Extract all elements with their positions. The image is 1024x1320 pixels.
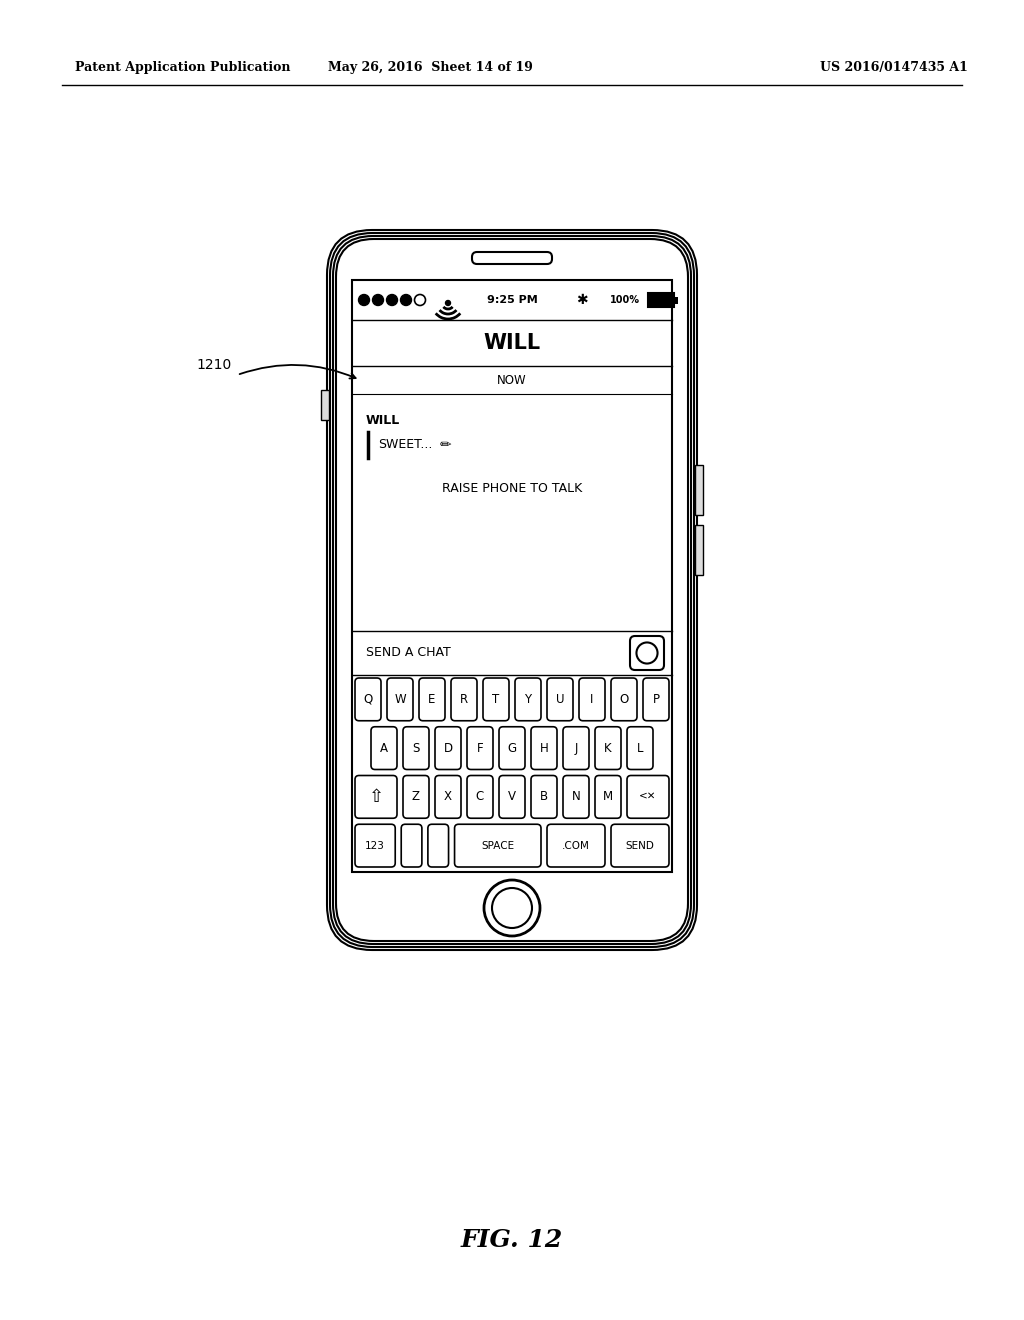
Circle shape: [415, 294, 426, 305]
Text: ✱: ✱: [577, 293, 588, 308]
Text: ✏: ✏: [440, 438, 452, 451]
Text: N: N: [571, 791, 581, 804]
Text: FIG. 12: FIG. 12: [461, 1228, 563, 1251]
Text: SEND: SEND: [626, 841, 654, 850]
FancyBboxPatch shape: [563, 727, 589, 770]
Text: WILL: WILL: [483, 333, 541, 352]
Circle shape: [484, 880, 540, 936]
Text: SEND A CHAT: SEND A CHAT: [366, 647, 451, 660]
FancyBboxPatch shape: [435, 727, 461, 770]
FancyBboxPatch shape: [467, 776, 493, 818]
Text: R: R: [460, 693, 468, 706]
Text: B: B: [540, 791, 548, 804]
FancyBboxPatch shape: [355, 824, 395, 867]
Text: SPACE: SPACE: [481, 841, 514, 850]
Text: 100%: 100%: [610, 294, 640, 305]
Text: O: O: [620, 693, 629, 706]
FancyBboxPatch shape: [595, 727, 621, 770]
FancyBboxPatch shape: [355, 776, 397, 818]
Text: Z: Z: [412, 791, 420, 804]
Text: K: K: [604, 742, 611, 755]
FancyBboxPatch shape: [387, 678, 413, 721]
FancyBboxPatch shape: [472, 252, 552, 264]
Text: U: U: [556, 693, 564, 706]
Bar: [695, 465, 703, 515]
Text: NOW: NOW: [498, 374, 526, 387]
FancyBboxPatch shape: [355, 678, 381, 721]
FancyBboxPatch shape: [499, 727, 525, 770]
FancyBboxPatch shape: [435, 776, 461, 818]
FancyBboxPatch shape: [563, 776, 589, 818]
FancyBboxPatch shape: [403, 727, 429, 770]
Text: 123: 123: [366, 841, 385, 850]
Bar: [352, 280, 672, 873]
Bar: [695, 525, 703, 576]
FancyBboxPatch shape: [339, 242, 685, 939]
Text: S: S: [413, 742, 420, 755]
FancyBboxPatch shape: [627, 776, 669, 818]
FancyBboxPatch shape: [467, 727, 493, 770]
Text: .COM: .COM: [562, 841, 590, 850]
Circle shape: [386, 294, 397, 305]
FancyBboxPatch shape: [627, 727, 653, 770]
Text: Patent Application Publication: Patent Application Publication: [75, 62, 291, 74]
Text: <✕: <✕: [639, 792, 656, 801]
FancyBboxPatch shape: [403, 776, 429, 818]
Text: V: V: [508, 791, 516, 804]
Text: J: J: [574, 742, 578, 755]
FancyBboxPatch shape: [531, 727, 557, 770]
Circle shape: [400, 294, 412, 305]
Circle shape: [445, 301, 451, 305]
FancyBboxPatch shape: [451, 678, 477, 721]
FancyBboxPatch shape: [547, 824, 605, 867]
Circle shape: [373, 294, 384, 305]
FancyBboxPatch shape: [611, 824, 669, 867]
Text: E: E: [428, 693, 435, 706]
Text: L: L: [637, 742, 643, 755]
FancyBboxPatch shape: [579, 678, 605, 721]
Text: ⇧: ⇧: [369, 788, 384, 807]
Text: WILL: WILL: [366, 413, 400, 426]
Text: X: X: [444, 791, 452, 804]
FancyBboxPatch shape: [401, 824, 422, 867]
Text: RAISE PHONE TO TALK: RAISE PHONE TO TALK: [442, 482, 582, 495]
Text: A: A: [380, 742, 388, 755]
Text: T: T: [493, 693, 500, 706]
Circle shape: [492, 888, 532, 928]
Text: 1210: 1210: [197, 358, 232, 372]
Bar: [675, 297, 678, 304]
Text: H: H: [540, 742, 549, 755]
Bar: [648, 293, 675, 308]
FancyBboxPatch shape: [547, 678, 573, 721]
Text: C: C: [476, 791, 484, 804]
FancyBboxPatch shape: [630, 636, 664, 671]
Text: US 2016/0147435 A1: US 2016/0147435 A1: [820, 62, 968, 74]
FancyBboxPatch shape: [531, 776, 557, 818]
Text: Q: Q: [364, 693, 373, 706]
FancyBboxPatch shape: [515, 678, 541, 721]
FancyBboxPatch shape: [595, 776, 621, 818]
FancyBboxPatch shape: [483, 678, 509, 721]
FancyBboxPatch shape: [643, 678, 669, 721]
Text: May 26, 2016  Sheet 14 of 19: May 26, 2016 Sheet 14 of 19: [328, 62, 532, 74]
FancyBboxPatch shape: [371, 727, 397, 770]
Text: I: I: [590, 693, 594, 706]
FancyBboxPatch shape: [419, 678, 445, 721]
FancyBboxPatch shape: [611, 678, 637, 721]
Text: Y: Y: [524, 693, 531, 706]
FancyBboxPatch shape: [455, 824, 541, 867]
Text: SWEET...: SWEET...: [378, 438, 432, 451]
Bar: [321, 389, 329, 420]
Text: G: G: [508, 742, 516, 755]
Circle shape: [358, 294, 370, 305]
Text: P: P: [652, 693, 659, 706]
Text: F: F: [477, 742, 483, 755]
Circle shape: [637, 643, 657, 664]
Text: W: W: [394, 693, 406, 706]
Text: D: D: [443, 742, 453, 755]
FancyBboxPatch shape: [428, 824, 449, 867]
Text: M: M: [603, 791, 613, 804]
Text: 9:25 PM: 9:25 PM: [486, 294, 538, 305]
FancyBboxPatch shape: [499, 776, 525, 818]
